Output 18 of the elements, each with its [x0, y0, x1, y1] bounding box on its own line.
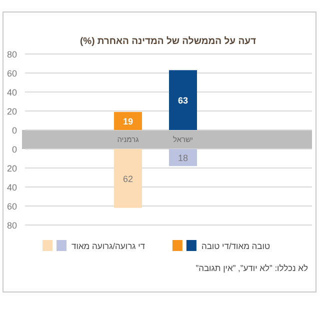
chart-title: דעה על הממשלה של המדינה האחרת (%) [80, 36, 256, 47]
data-label: 19 [122, 116, 134, 126]
text: לא נכללו: ”לא יודע”, ”אין תגובה” [196, 263, 308, 273]
y-tick-label: 80 [6, 220, 17, 230]
legend-label: די גרועה/גרועה מאוד [72, 241, 146, 251]
y-tick-label: 0 [12, 144, 17, 154]
y-tick-label: 40 [6, 88, 17, 98]
y-tick-label: 60 [6, 68, 17, 78]
data-label: 62 [122, 174, 134, 184]
data-label: 18 [178, 153, 188, 164]
y-tick-label: 20 [6, 106, 17, 116]
y-tick-label: 0 [12, 126, 17, 136]
data-label: 63 [178, 96, 188, 106]
y-tick-label: 40 [6, 182, 17, 192]
y-tick-label: 20 [6, 164, 17, 174]
y-tick-label: 80 [6, 50, 17, 60]
legend-label: טובה מאוד/די טובה [201, 241, 270, 251]
y-tick-label: 60 [6, 202, 17, 212]
